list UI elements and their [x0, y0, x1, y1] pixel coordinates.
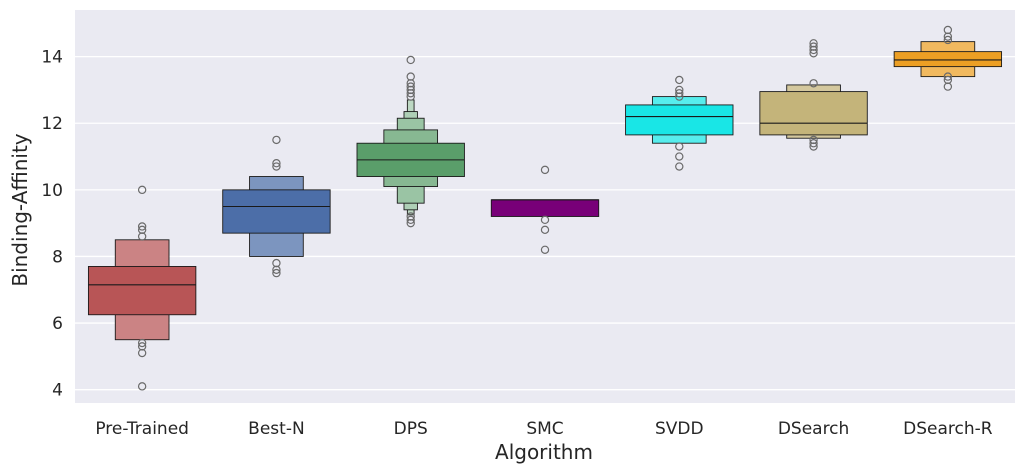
x-tick-label: SMC — [526, 419, 563, 439]
y-tick-label: 14 — [41, 48, 63, 68]
x-axis-label: Algorithm — [495, 440, 593, 464]
outlier-point — [137, 225, 147, 235]
y-tick-label: 4 — [52, 381, 63, 401]
boxen-level — [893, 51, 1003, 68]
outlier-point — [272, 268, 281, 278]
outlier-point — [675, 75, 684, 85]
y-tick-label: 6 — [52, 314, 63, 334]
boxen-level — [222, 189, 331, 234]
series-pre-trained — [87, 185, 197, 391]
x-tick-label: Pre-Trained — [95, 419, 189, 439]
boxen-series — [87, 25, 1003, 391]
outlier-point — [809, 39, 818, 48]
outlier-point — [943, 72, 953, 81]
x-tick-label: DSearch — [778, 419, 850, 439]
boxen-level — [625, 104, 734, 136]
series-smc — [490, 165, 600, 254]
outlier-point — [809, 42, 818, 51]
y-tick-label: 8 — [52, 247, 63, 267]
outlier-point — [540, 225, 550, 235]
outlier-point — [675, 85, 684, 95]
outlier-point — [272, 159, 281, 168]
outlier-point — [943, 75, 953, 85]
outlier-point — [406, 72, 415, 81]
y-tick-labels: 4 6 8 10 12 14 — [41, 48, 63, 401]
x-tick-label: DSearch-R — [903, 419, 993, 439]
outlier-point — [137, 382, 147, 391]
outlier-point — [943, 35, 953, 45]
outlier-point — [272, 162, 281, 171]
outlier-point — [137, 222, 147, 231]
series-best-n — [222, 135, 331, 278]
boxen-level — [759, 91, 868, 136]
series-dsearch — [759, 39, 868, 151]
outlier-point — [675, 89, 684, 98]
outlier-point — [272, 258, 281, 268]
outlier-point — [540, 245, 550, 254]
series-dps — [356, 55, 465, 228]
series-svdd — [625, 75, 734, 171]
y-tick-label: 10 — [41, 181, 63, 201]
outlier-point — [675, 142, 684, 151]
y-tick-label: 12 — [41, 114, 63, 134]
outlier-point — [540, 165, 550, 175]
outlier-point — [675, 162, 684, 171]
outlier-point — [943, 25, 953, 35]
outlier-point — [406, 212, 415, 221]
boxen-level — [87, 265, 197, 316]
outlier-point — [406, 215, 415, 225]
series-dsearch-r — [893, 25, 1003, 91]
x-tick-labels: Pre-Trained Best-N DPS SMC SVDD DSearch DSearc… — [95, 419, 992, 439]
x-tick-label: DPS — [394, 419, 428, 439]
boxen-level — [490, 199, 600, 217]
y-axis-label: Binding-Affinity — [8, 133, 32, 286]
outlier-point — [137, 342, 147, 351]
outlier-point — [675, 152, 684, 161]
outlier-point — [137, 185, 147, 195]
outlier-point — [137, 338, 147, 348]
outlier-point — [809, 79, 818, 88]
outlier-point — [540, 215, 550, 225]
outlier-point — [272, 135, 281, 145]
outlier-point — [809, 139, 818, 148]
x-tick-label: SVDD — [655, 419, 704, 439]
outlier-point — [406, 55, 415, 65]
x-tick-label: Best-N — [248, 419, 305, 439]
outlier-point — [406, 82, 415, 91]
outlier-point — [809, 135, 818, 145]
